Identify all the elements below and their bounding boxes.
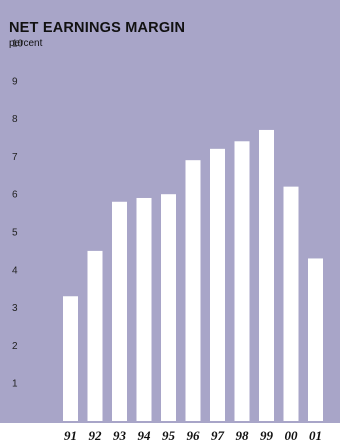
- bar-91: [63, 296, 78, 421]
- x-tick-label: 97: [211, 428, 225, 443]
- x-tick-label: 94: [138, 428, 152, 443]
- y-tick-label: 5: [12, 228, 18, 239]
- y-tick-label: 2: [12, 341, 18, 352]
- bars: [63, 129, 323, 421]
- x-axis-ticks: 91 92 93 94 95 96 97 98 99 00 01: [64, 428, 322, 443]
- x-tick-label: 00: [285, 428, 299, 443]
- y-tick-label: 10: [12, 39, 24, 50]
- bar-01: [308, 258, 323, 421]
- y-tick-label: 8: [12, 114, 18, 125]
- chart-subtitle: percent: [9, 38, 43, 49]
- y-tick-label: 6: [12, 190, 18, 201]
- x-tick-label: 95: [162, 428, 176, 443]
- bar-99: [259, 129, 274, 421]
- y-tick-label: 1: [12, 379, 18, 390]
- bar-94: [136, 197, 152, 421]
- chart-title: NET EARNINGS MARGIN: [9, 20, 186, 36]
- x-tick-label: 91: [64, 428, 77, 443]
- bar-93: [112, 201, 127, 421]
- bar-92: [87, 250, 103, 421]
- x-tick-label: 96: [187, 428, 201, 443]
- bar-97: [210, 148, 225, 421]
- y-tick-label: 3: [12, 303, 18, 314]
- y-tick-label: 9: [12, 76, 18, 87]
- x-tick-label: 99: [260, 428, 274, 443]
- y-tick-label: 4: [12, 265, 18, 276]
- x-tick-label: 93: [113, 428, 127, 443]
- bar-96: [185, 160, 201, 421]
- bar-00: [283, 186, 299, 421]
- bar-95: [161, 194, 176, 421]
- x-tick-label: 92: [89, 428, 103, 443]
- y-axis-ticks: 1 2 3 4 5 6 7 8 9 10: [12, 39, 24, 390]
- x-tick-label: 98: [236, 428, 250, 443]
- bar-98: [234, 141, 250, 421]
- x-tick-label: 01: [309, 428, 322, 443]
- y-tick-label: 7: [12, 152, 18, 163]
